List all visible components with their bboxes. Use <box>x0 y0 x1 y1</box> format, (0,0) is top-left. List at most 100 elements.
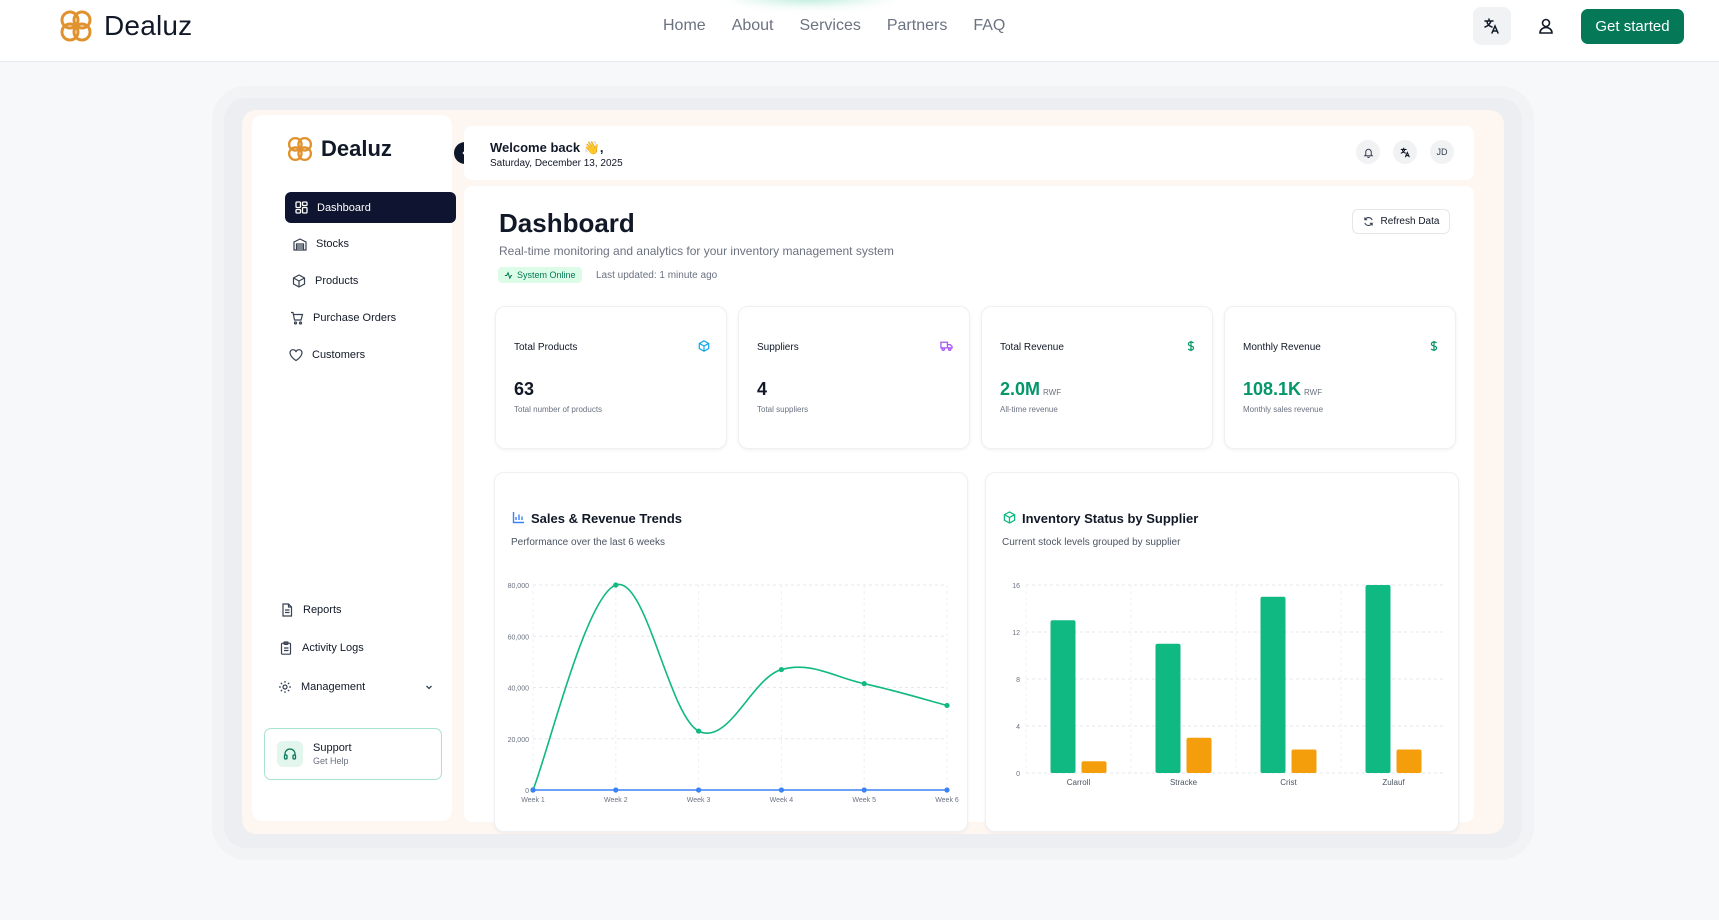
stat-description: Monthly sales revenue <box>1243 405 1324 414</box>
x-tick-label: Week 5 <box>852 797 876 804</box>
data-point <box>696 787 702 793</box>
app-language-button[interactable] <box>1393 140 1417 164</box>
stat-description: Total number of products <box>514 405 603 414</box>
y-tick-label: 16 <box>1012 583 1020 590</box>
data-point <box>944 702 950 709</box>
chart-subtitle: Current stock levels grouped by supplier <box>1002 537 1181 548</box>
stat-value: 2.0M RWF <box>1000 379 1062 399</box>
language-button[interactable] <box>1473 7 1511 45</box>
data-point <box>861 681 867 687</box>
stat-card-monthly-revenue: Monthly Revenue 108.1K RWF Monthly sales … <box>1224 306 1456 449</box>
truck-icon <box>940 341 953 352</box>
stat-value: 4 <box>757 379 768 399</box>
file-icon <box>282 603 293 617</box>
data-point <box>778 666 784 673</box>
app-header: Welcome back 👋, Saturday, December 13, 2… <box>464 126 1474 180</box>
data-point <box>944 787 950 793</box>
nav-about[interactable]: About <box>731 17 774 34</box>
y-tick-label: 0 <box>1016 771 1020 778</box>
y-tick-label: 80,000 <box>508 583 530 590</box>
support-title: Support <box>313 742 352 754</box>
status-badge: System Online <box>498 267 582 283</box>
sidebar-item-label: Reports <box>303 604 342 616</box>
stat-description: All-time revenue <box>1000 405 1058 414</box>
activity-icon <box>504 271 513 279</box>
x-tick-label: Week 3 <box>687 797 711 804</box>
sidebar-item-stocks[interactable]: Stocks <box>293 236 349 252</box>
bar-crist-0 <box>1260 596 1286 773</box>
data-point <box>696 728 702 734</box>
chevron-down-icon <box>426 685 432 690</box>
stat-card-suppliers: Suppliers 4 Total suppliers <box>738 306 970 449</box>
sidebar-item-activity-logs[interactable]: Activity Logs <box>279 640 364 656</box>
site-navbar: Dealuz Home About Services Partners FAQ … <box>0 0 1719 62</box>
y-tick-label: 0 <box>525 788 529 795</box>
bar-zulauf-1 <box>1396 749 1422 773</box>
sidebar-item-label: Management <box>301 681 366 693</box>
bar-stracke-0 <box>1155 643 1181 773</box>
get-started-button[interactable]: Get started <box>1581 9 1684 44</box>
warehouse-icon <box>293 238 307 251</box>
nav-home[interactable]: Home <box>663 17 706 34</box>
sidebar-item-label: Activity Logs <box>302 642 364 654</box>
chart-title: Sales & Revenue Trends <box>531 511 683 526</box>
stat-value: 63 <box>514 379 535 399</box>
sidebar-item-dashboard[interactable]: Dashboard <box>285 192 456 223</box>
nav-services[interactable]: Services <box>799 17 861 34</box>
inventory-bar-chart: 0 4 8 12 16 Carroll Stracke Crist Zulauf <box>1012 583 1446 787</box>
sales-trends-card: Sales & Revenue Trends Performance over … <box>494 472 968 832</box>
translate-icon <box>1484 18 1499 34</box>
grid-icon <box>295 201 308 214</box>
refresh-label: Refresh Data <box>1380 216 1440 227</box>
support-card[interactable]: Support Get Help <box>264 728 442 780</box>
x-tick-label: Week 6 <box>935 797 959 804</box>
bell-icon <box>1363 148 1373 158</box>
cube-icon <box>698 340 710 352</box>
stat-label: Monthly Revenue <box>1243 342 1321 353</box>
sidebar-item-products[interactable]: Products <box>292 273 358 289</box>
sidebar-item-management[interactable]: Management <box>278 679 434 695</box>
inventory-status-card: Inventory Status by Supplier Current sto… <box>985 472 1459 832</box>
notifications-button[interactable] <box>1356 140 1380 164</box>
logo-icon <box>60 10 92 42</box>
stat-label: Total Products <box>514 342 578 353</box>
refresh-icon <box>1363 217 1373 226</box>
current-date: Saturday, December 13, 2025 <box>490 158 623 169</box>
site-brand-name: Dealuz <box>104 10 193 41</box>
x-tick-label: Week 2 <box>604 797 628 804</box>
sidebar-item-label: Customers <box>312 349 366 361</box>
y-tick-label: 20,000 <box>508 737 530 744</box>
support-icon-box <box>277 741 303 767</box>
sidebar-item-reports[interactable]: Reports <box>280 602 342 618</box>
bar-crist-1 <box>1291 749 1317 773</box>
site-logo[interactable]: Dealuz <box>58 8 192 44</box>
headset-icon <box>283 748 297 760</box>
refresh-data-button[interactable]: Refresh Data <box>1352 209 1450 234</box>
nav-partners[interactable]: Partners <box>886 17 948 34</box>
heart-icon <box>289 349 303 362</box>
bar-carroll-0 <box>1050 620 1076 773</box>
sidebar-item-customers[interactable]: Customers <box>289 347 365 363</box>
x-tick-label: Carroll <box>1067 778 1091 787</box>
clipboard-icon <box>280 641 292 655</box>
cart-icon <box>291 311 304 325</box>
translate-icon <box>1400 147 1410 157</box>
welcome-text: Welcome back 👋, <box>490 140 604 155</box>
account-button[interactable] <box>1527 7 1565 45</box>
nav-faq[interactable]: FAQ <box>973 17 1006 34</box>
data-point <box>613 582 619 588</box>
sidebar-item-purchase-orders[interactable]: Purchase Orders <box>290 310 396 326</box>
sidebar-item-label: Dashboard <box>317 201 371 214</box>
data-point <box>861 787 867 793</box>
app-logo[interactable]: Dealuz <box>286 135 392 163</box>
x-tick-label: Stracke <box>1170 778 1198 787</box>
logo-icon <box>287 136 313 162</box>
chart-title: Inventory Status by Supplier <box>1022 511 1199 526</box>
sidebar-item-label: Stocks <box>316 238 350 250</box>
y-tick-label: 12 <box>1012 630 1020 637</box>
stat-label: Total Revenue <box>1000 342 1064 353</box>
user-avatar[interactable]: JD <box>1430 140 1454 164</box>
bar-stracke-1 <box>1186 737 1212 773</box>
data-point <box>613 787 619 793</box>
nav-glow <box>720 0 900 8</box>
